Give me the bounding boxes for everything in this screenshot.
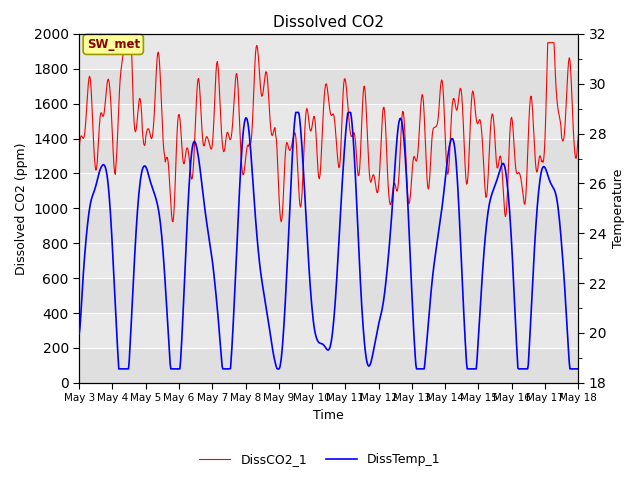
X-axis label: Time: Time [314, 409, 344, 422]
Bar [79, 243, 579, 278]
Bar [79, 313, 579, 348]
Bar [79, 34, 579, 69]
Y-axis label: Dissolved CO2 (ppm): Dissolved CO2 (ppm) [15, 142, 28, 275]
DissCO2_1 [390, 180, 398, 186]
DissCO2_1 [575, 133, 582, 139]
DissCO2_1 [169, 219, 177, 225]
DissTemp_1 [76, 331, 83, 336]
Bar [79, 139, 579, 173]
Title: Dissolved CO2: Dissolved CO2 [273, 15, 384, 30]
DissTemp_1 [292, 109, 300, 115]
Line: DissTemp_1: DissTemp_1 [79, 112, 579, 369]
DissTemp_1 [214, 306, 221, 312]
Text: SW_met: SW_met [86, 38, 140, 51]
DissCO2_1 [76, 145, 83, 151]
DissCO2_1 [405, 201, 413, 207]
DissCO2_1 [214, 63, 222, 69]
DissTemp_1 [390, 173, 398, 179]
Line: DissCO2_1: DissCO2_1 [79, 43, 579, 222]
DissCO2_1 [136, 96, 144, 102]
DissTemp_1 [187, 156, 195, 162]
Legend: DissCO2_1, DissTemp_1: DissCO2_1, DissTemp_1 [194, 448, 446, 471]
Y-axis label: Temperature: Temperature [612, 168, 625, 248]
DissCO2_1 [188, 176, 195, 182]
Bar [79, 173, 579, 208]
DissTemp_1 [115, 366, 123, 372]
DissTemp_1 [575, 366, 582, 372]
DissCO2_1 [121, 40, 129, 46]
Bar [79, 69, 579, 104]
DissTemp_1 [405, 224, 413, 230]
DissCO2_1 [84, 82, 92, 87]
Bar [79, 208, 579, 243]
Bar [79, 104, 579, 139]
Bar [79, 348, 579, 383]
Bar [79, 278, 579, 313]
DissTemp_1 [136, 178, 144, 184]
DissTemp_1 [84, 215, 92, 221]
